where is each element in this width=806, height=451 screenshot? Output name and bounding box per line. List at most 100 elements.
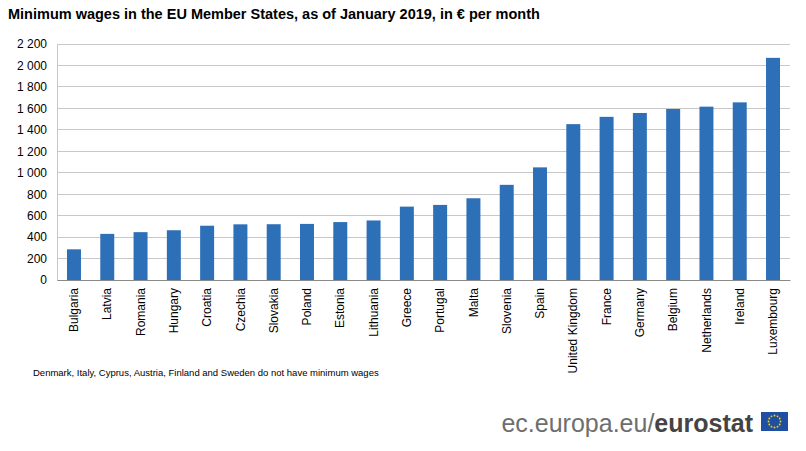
- x-tick-label: Germany: [633, 288, 647, 337]
- x-tick-label: Slovakia: [267, 288, 281, 334]
- x-tick-label: Estonia: [333, 288, 347, 328]
- flag-star: [777, 415, 779, 417]
- x-tick-label: France: [600, 288, 614, 326]
- flag-star: [768, 424, 770, 426]
- source: ec.europa.eu/eurostat: [501, 409, 753, 437]
- eu-flag: [761, 412, 788, 431]
- title: Minimum wages in the EU Member States, a…: [8, 6, 540, 22]
- source-part: ec.europa.eu/: [501, 409, 654, 437]
- bar: [666, 109, 680, 280]
- x-tick-label: Luxembourg: [766, 288, 780, 355]
- grid: [57, 44, 790, 280]
- y-tick: 1 800: [17, 80, 57, 94]
- x-tick: Netherlands: [700, 280, 714, 353]
- y-tick-label: 1 800: [17, 80, 47, 94]
- flag-star: [771, 415, 773, 417]
- flag-star: [768, 421, 770, 423]
- grid-line: [57, 108, 790, 109]
- x-tick-label: Spain: [533, 288, 547, 319]
- annotation: Denmark, Italy, Cyprus, Austria, Finland…: [33, 367, 379, 378]
- x-tick: Germany: [633, 280, 647, 337]
- x-tick: Belgium: [666, 280, 680, 331]
- bar: [500, 185, 514, 280]
- x-tick: Poland: [300, 280, 314, 325]
- x-tick: Ireland: [733, 280, 747, 325]
- x-tick-label: Bulgaria: [67, 288, 81, 332]
- flag-star: [771, 426, 773, 428]
- bar: [200, 226, 214, 280]
- x-tick-label: Lithuania: [367, 288, 381, 337]
- grid-line: [57, 44, 790, 45]
- bar: [167, 230, 181, 280]
- bar: [633, 113, 647, 280]
- x-tick: United Kingdom: [566, 280, 580, 373]
- x-tick-label: Belgium: [666, 288, 680, 331]
- x-tick-label: Malta: [467, 288, 481, 318]
- grid-line: [57, 86, 790, 87]
- bar: [466, 198, 480, 280]
- x-tick: Luxembourg: [766, 280, 780, 355]
- bar: [134, 232, 148, 280]
- x-tick-label: Greece: [400, 288, 414, 328]
- bar: [67, 249, 81, 280]
- y-axis-line: [57, 45, 58, 281]
- y-tick-label: 800: [27, 188, 47, 202]
- y-tick-label: 0: [40, 273, 47, 287]
- y-tick: 1 400: [17, 123, 57, 137]
- x-tick-label: United Kingdom: [566, 288, 580, 373]
- y-tick-label: 600: [27, 209, 47, 223]
- x-tick: Latvia: [100, 280, 114, 320]
- y-tick-label: 400: [27, 230, 47, 244]
- bar: [733, 102, 747, 280]
- bar: [699, 107, 713, 280]
- y-tick-label: 1 600: [17, 102, 47, 116]
- x-tick: Greece: [400, 280, 414, 327]
- x-tick: Slovakia: [267, 280, 281, 333]
- flag-star: [774, 427, 776, 429]
- x-tick: Portugal: [433, 280, 447, 333]
- bar: [533, 167, 547, 280]
- plot: 0 200 400 600 800 1 000 1 200 1 400 1 600 1 800 2 …: [17, 37, 791, 373]
- y-tick: 2 200: [17, 37, 57, 51]
- x-tick-label: Netherlands: [700, 288, 714, 353]
- y-tick: 200: [27, 252, 57, 266]
- x-tick-label: Portugal: [433, 288, 447, 333]
- bar: [600, 117, 614, 280]
- x-tick: Romania: [134, 280, 148, 336]
- flag-star: [779, 418, 781, 420]
- y-tick: 0: [40, 273, 57, 287]
- bar: [433, 205, 447, 280]
- y-tick: 1 000: [17, 166, 57, 180]
- x-tick: Slovenia: [500, 280, 514, 334]
- bar: [367, 220, 381, 280]
- y-tick-label: 2 200: [17, 37, 47, 51]
- x-tick: France: [600, 280, 614, 325]
- y-tick-label: 2 000: [17, 59, 47, 73]
- x-tick: Hungary: [167, 280, 181, 333]
- flag-field: [761, 412, 788, 431]
- x-tick: Czechia: [234, 280, 248, 331]
- x-tick-label: Latvia: [100, 288, 114, 320]
- x-axis: BulgariaLatviaRomaniaHungaryCroatiaCzech…: [58, 280, 791, 373]
- y-axis: 0 200 400 600 800 1 000 1 200 1 400 1 600 1 800 2 …: [17, 37, 58, 287]
- y-tick: 2 000: [17, 59, 57, 73]
- bar: [300, 224, 314, 280]
- y-tick: 800: [27, 188, 57, 202]
- flag-star: [777, 426, 779, 428]
- x-tick: Malta: [467, 280, 481, 317]
- bar: [100, 234, 114, 280]
- y-tick-label: 1 400: [17, 123, 47, 137]
- y-tick-label: 200: [27, 252, 47, 266]
- y-tick: 1 600: [17, 102, 57, 116]
- x-tick-label: Romania: [134, 288, 148, 336]
- flag-star: [780, 421, 782, 423]
- flag-star: [779, 424, 781, 426]
- x-tick-label: Slovenia: [500, 288, 514, 334]
- y-tick: 1 200: [17, 145, 57, 159]
- y-tick: 600: [27, 209, 57, 223]
- bar: [400, 207, 414, 280]
- flag-star: [774, 415, 776, 417]
- x-tick: Bulgaria: [67, 280, 81, 332]
- bar: [267, 224, 281, 280]
- y-tick-label: 1 200: [17, 145, 47, 159]
